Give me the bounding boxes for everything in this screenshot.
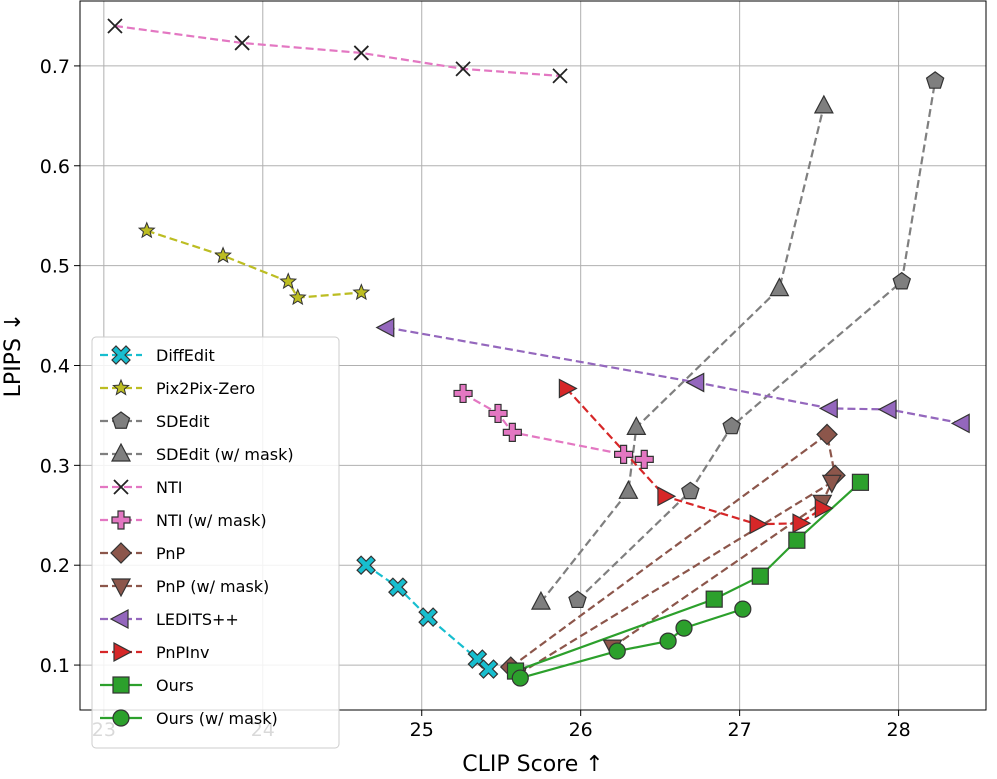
legend-marker-pix2pix-zero: [112, 378, 130, 396]
x-tick-label: 28: [886, 719, 910, 741]
data-point-sdedit: [722, 416, 741, 435]
data-point-ledits: [877, 399, 897, 420]
data-point-ledits: [818, 398, 838, 419]
legend-marker-sdedit-w-mask: [111, 442, 131, 462]
legend-label-nti-w-mask: NTI (w/ mask): [156, 511, 267, 530]
data-point-ours: [751, 567, 769, 585]
data-point-sdedit-w-mask: [813, 94, 834, 114]
data-point-diffedit: [388, 577, 408, 598]
legend: DiffEdit Pix2Pix-Zero SDEdit SDEdit (w/ mas…: [91, 336, 340, 749]
series-markers: [107, 18, 970, 687]
data-point-ours: [705, 590, 723, 608]
legend-label-pix2pix-zero: Pix2Pix-Zero: [156, 379, 255, 398]
legend-label-ours: Ours: [156, 676, 194, 695]
legend-label-ledits: LEDITS++: [156, 610, 239, 629]
data-point-pix2pix-zero: [352, 283, 371, 301]
y-tick-label: 0.2: [40, 555, 70, 577]
legend-label-pnp-w-mask: PnP (w/ mask): [156, 577, 269, 596]
data-point-pix2pix-zero: [137, 221, 156, 239]
plot-frame: [79, 0, 987, 711]
data-point-nti-w-mask: [502, 422, 522, 442]
data-point-ours: [788, 531, 806, 549]
legend-label-pnpinv: PnPInv: [156, 643, 209, 662]
series-line-pnp-w-mask: [516, 479, 835, 676]
legend-marker-pnp-w-mask: [111, 578, 131, 598]
x-axis-label: CLIP Score ↑: [462, 752, 603, 777]
data-point-sdedit: [925, 71, 945, 89]
data-point-ours-w-mask: [511, 669, 529, 687]
legend-label-pnp: PnP: [156, 544, 186, 563]
data-point-nti: [455, 61, 471, 77]
data-point-nti: [234, 35, 250, 51]
data-point-sdedit-w-mask: [626, 416, 647, 435]
data-point-pnpinv: [792, 513, 812, 534]
series-line-pnp: [510, 432, 837, 668]
y-tick-label: 0.1: [40, 655, 70, 677]
data-point-nti-w-mask: [614, 444, 634, 464]
x-tick-label: 26: [569, 719, 593, 741]
legend-label-sdedit-w-mask: SDEdit (w/ mask): [156, 445, 294, 464]
data-point-pnpinv: [749, 514, 769, 535]
legend-marker-nti-w-mask: [111, 510, 131, 530]
legend-label-nti: NTI: [156, 478, 182, 497]
data-point-nti-w-mask: [634, 449, 654, 469]
data-point-nti-w-mask: [488, 403, 508, 424]
data-point-sdedit-w-mask: [530, 590, 551, 610]
y-tick-label: 0.4: [40, 355, 70, 377]
y-tick-label: 0.6: [40, 156, 70, 178]
data-point-nti: [107, 18, 123, 34]
data-point-pnpinv: [814, 498, 834, 519]
data-point-pix2pix-zero: [279, 272, 298, 290]
data-point-ours-w-mask: [734, 600, 752, 618]
legend-marker-pnp: [110, 542, 132, 564]
ticks: 2324252627280.10.20.30.40.50.60.7: [40, 56, 911, 741]
y-tick-label: 0.7: [40, 56, 70, 78]
legend-marker-nti: [113, 479, 129, 495]
y-axis-label: LPIPS ↓: [1, 313, 26, 398]
data-point-pnp: [816, 423, 838, 446]
legend-box: [91, 336, 340, 749]
legend-marker-pnpinv: [113, 642, 133, 662]
legend-marker-sdedit: [111, 411, 131, 429]
data-point-pnpinv: [657, 486, 677, 507]
legend-label-ours-w-mask: Ours (w/ mask): [156, 709, 278, 728]
data-point-ours-w-mask: [675, 619, 693, 637]
data-point-ledits: [950, 413, 970, 434]
y-tick-label: 0.5: [40, 256, 70, 278]
data-point-ledits: [685, 372, 705, 393]
data-point-ours-w-mask: [659, 632, 677, 650]
data-point-pix2pix-zero: [288, 288, 307, 306]
y-tick-label: 0.3: [40, 455, 70, 477]
legend-label-diffedit: DiffEdit: [156, 346, 215, 365]
data-point-sdedit: [681, 481, 700, 500]
legend-marker-ours: [112, 676, 130, 694]
data-point-sdedit: [892, 271, 912, 290]
data-point-diffedit: [356, 555, 376, 576]
legend-label-sdedit: SDEdit: [156, 412, 209, 431]
data-point-diffedit: [478, 659, 499, 679]
data-point-sdedit-w-mask: [769, 277, 790, 297]
data-point-ledits: [375, 317, 395, 338]
data-point-pnpinv: [558, 378, 578, 399]
data-point-ours: [851, 473, 870, 491]
data-point-nti-w-mask: [453, 383, 473, 404]
data-point-pix2pix-zero: [214, 246, 232, 264]
data-point-diffedit: [418, 607, 438, 627]
data-point-sdedit-w-mask: [618, 480, 639, 499]
data-point-nti: [552, 68, 568, 84]
legend-marker-ours-w-mask: [112, 709, 130, 727]
legend-marker-diffedit: [111, 345, 131, 365]
legend-marker-ledits: [109, 609, 129, 629]
data-point-nti: [353, 45, 369, 61]
x-tick-label: 27: [728, 719, 752, 741]
data-point-pnp-w-mask: [821, 474, 842, 494]
data-point-ours-w-mask: [608, 642, 626, 660]
data-point-sdedit: [568, 590, 587, 609]
x-tick-label: 25: [410, 719, 434, 741]
